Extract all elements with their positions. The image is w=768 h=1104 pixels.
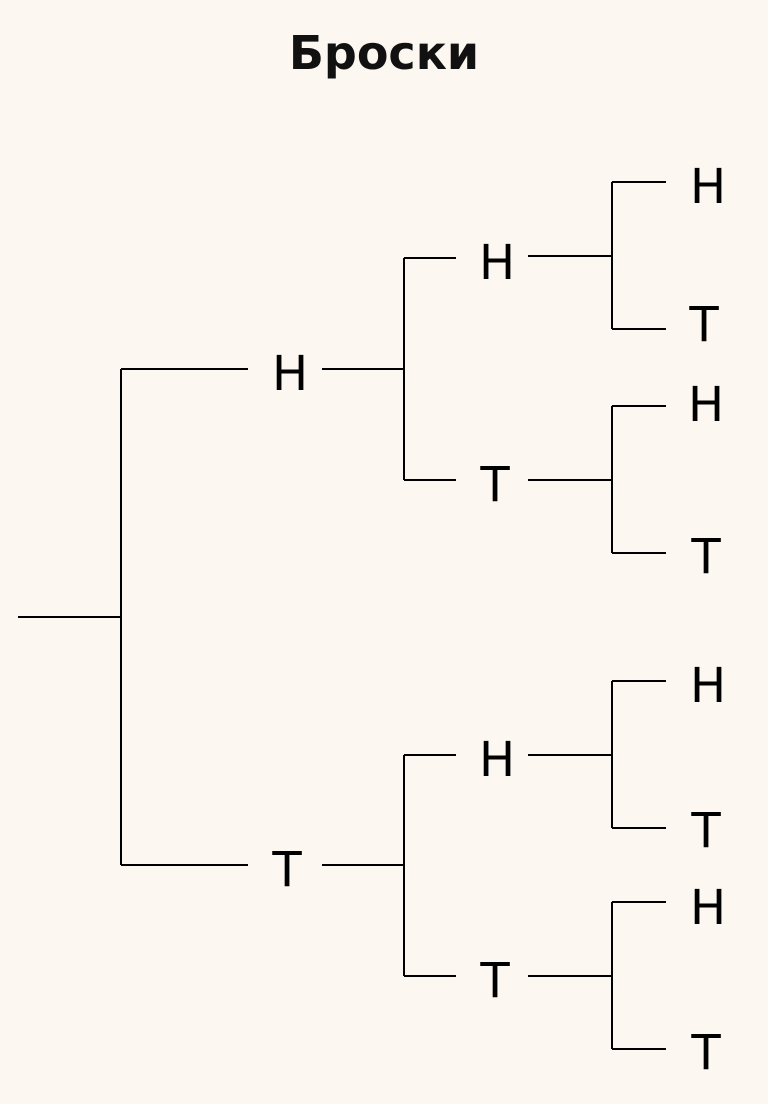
node-ttt: T [690,1025,721,1081]
node-hhh: H [690,159,726,215]
diagram-title: Броски [288,26,480,80]
node-ht: T [479,457,510,513]
node-h: H [272,346,308,402]
node-tth: H [690,880,726,936]
node-tht: T [690,803,721,859]
node-tt: T [479,953,510,1009]
node-thh: H [690,658,726,714]
node-htt: T [690,529,721,585]
node-hth: H [688,377,724,433]
node-t: T [271,842,302,898]
node-th: H [479,732,515,788]
node-hh: H [479,235,515,291]
node-hht: T [688,297,719,353]
